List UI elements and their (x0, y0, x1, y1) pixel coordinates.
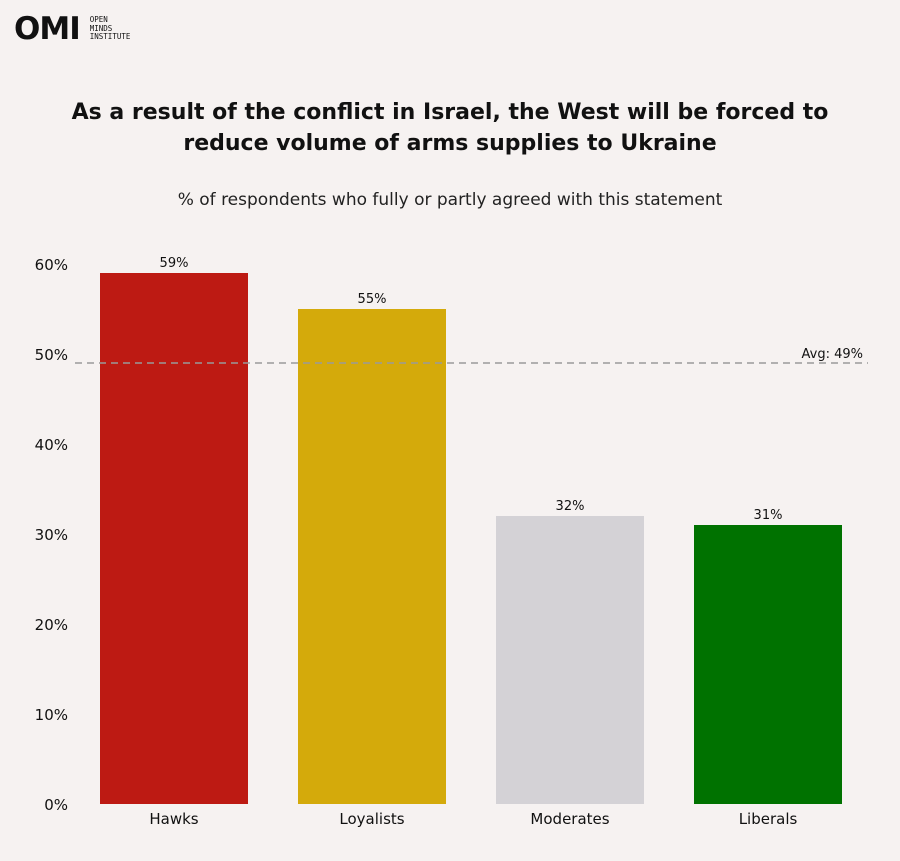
bar-value-label: 32% (556, 499, 585, 514)
y-tick-label: 30% (35, 526, 68, 544)
y-tick-label: 20% (35, 616, 68, 634)
bar-moderates (496, 516, 644, 804)
logo-line-open: OPEN (89, 15, 108, 25)
x-tick-label: Moderates (530, 810, 609, 828)
logo-line-minds: MINDS (89, 23, 113, 33)
omi-logo: OMI OPEN MINDS INSTITUTE (14, 12, 130, 46)
chart-title: As a result of the conflict in Israel, t… (71, 100, 829, 156)
bar-loyalists (298, 309, 446, 804)
bar-value-label: 31% (754, 508, 783, 523)
bar-value-label: 55% (358, 292, 387, 307)
average-reference-label: Avg: 49% (802, 347, 863, 362)
x-tick-label: Liberals (739, 810, 798, 828)
bar-hawks (100, 273, 248, 804)
bar-value-label: 59% (160, 256, 189, 271)
y-tick-label: 10% (35, 706, 68, 724)
logo-line-institute: INSTITUTE (89, 32, 131, 42)
logo-mark: OMI (14, 10, 81, 47)
y-tick-label: 40% (35, 436, 68, 454)
chart-subtitle: % of respondents who fully or partly agr… (177, 190, 723, 210)
y-tick-label: 60% (35, 256, 68, 274)
logo-wordmark: OPEN MINDS INSTITUTE (90, 16, 131, 42)
bar-liberals (694, 525, 842, 804)
y-tick-label: 50% (35, 346, 68, 364)
y-tick-label: 0% (44, 796, 68, 814)
x-tick-label: Hawks (149, 810, 198, 828)
x-tick-label: Loyalists (339, 810, 404, 828)
